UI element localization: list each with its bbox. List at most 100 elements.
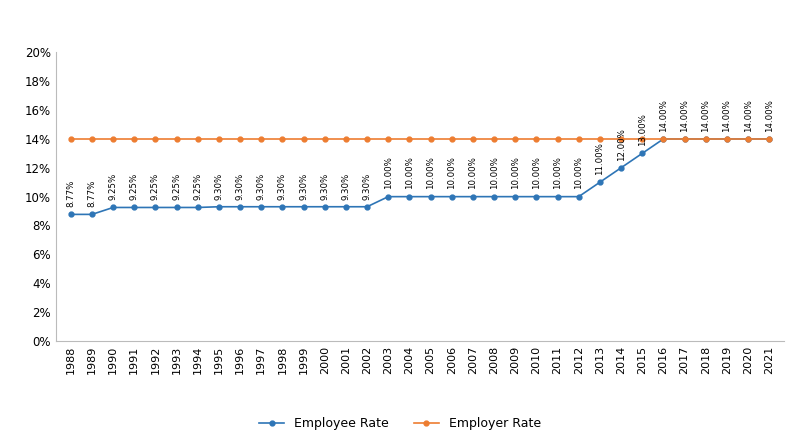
Text: 9.30%: 9.30%	[278, 172, 287, 200]
Employer Rate	[426, 136, 435, 142]
Employee Rate	[320, 204, 330, 209]
Employer Rate	[362, 136, 372, 142]
Employer Rate	[66, 136, 76, 142]
Employee Rate	[150, 205, 160, 210]
Employee Rate	[299, 204, 309, 209]
Employee Rate	[510, 194, 520, 199]
Legend: Employee Rate, Employer Rate: Employee Rate, Employer Rate	[254, 412, 546, 435]
Text: 14.00%: 14.00%	[680, 99, 689, 132]
Employee Rate	[616, 165, 626, 170]
Text: 9.25%: 9.25%	[130, 173, 139, 200]
Employer Rate	[193, 136, 202, 142]
Text: 14.00%: 14.00%	[765, 99, 774, 132]
Employer Rate	[743, 136, 753, 142]
Text: 10.00%: 10.00%	[553, 156, 562, 190]
Employee Rate	[66, 212, 76, 217]
Employee Rate	[426, 194, 435, 199]
Employee Rate	[87, 212, 97, 217]
Employee Rate	[574, 194, 583, 199]
Employer Rate	[257, 136, 266, 142]
Employer Rate	[447, 136, 457, 142]
Employer Rate	[320, 136, 330, 142]
Employee Rate	[743, 136, 753, 142]
Text: 9.30%: 9.30%	[320, 172, 330, 200]
Line: Employee Rate: Employee Rate	[68, 136, 772, 217]
Text: 10.00%: 10.00%	[405, 156, 414, 190]
Employer Rate	[341, 136, 350, 142]
Employee Rate	[130, 205, 139, 210]
Employee Rate	[235, 204, 245, 209]
Text: 9.30%: 9.30%	[236, 172, 245, 200]
Employer Rate	[764, 136, 774, 142]
Employer Rate	[405, 136, 414, 142]
Text: 10.00%: 10.00%	[426, 156, 435, 190]
Employee Rate	[701, 136, 710, 142]
Employer Rate	[701, 136, 710, 142]
Employee Rate	[658, 136, 668, 142]
Employee Rate	[108, 205, 118, 210]
Text: 8.77%: 8.77%	[87, 180, 97, 207]
Text: 11.00%: 11.00%	[595, 142, 604, 175]
Employee Rate	[405, 194, 414, 199]
Text: 10.00%: 10.00%	[510, 156, 520, 190]
Employee Rate	[638, 151, 647, 156]
Employee Rate	[490, 194, 499, 199]
Employer Rate	[574, 136, 583, 142]
Text: 10.00%: 10.00%	[447, 156, 456, 190]
Employer Rate	[595, 136, 605, 142]
Text: 10.00%: 10.00%	[574, 156, 583, 190]
Text: 13.00%: 13.00%	[638, 113, 646, 146]
Employee Rate	[595, 180, 605, 185]
Text: 14.00%: 14.00%	[743, 99, 753, 132]
Employer Rate	[150, 136, 160, 142]
Text: 9.30%: 9.30%	[257, 172, 266, 200]
Text: 10.00%: 10.00%	[490, 156, 498, 190]
Employer Rate	[214, 136, 224, 142]
Employer Rate	[278, 136, 287, 142]
Employer Rate	[299, 136, 309, 142]
Employer Rate	[531, 136, 541, 142]
Text: 10.00%: 10.00%	[469, 156, 478, 190]
Employer Rate	[510, 136, 520, 142]
Employee Rate	[764, 136, 774, 142]
Employee Rate	[257, 204, 266, 209]
Employee Rate	[193, 205, 202, 210]
Employee Rate	[278, 204, 287, 209]
Text: 12.00%: 12.00%	[617, 128, 626, 160]
Employer Rate	[235, 136, 245, 142]
Employee Rate	[172, 205, 182, 210]
Employer Rate	[553, 136, 562, 142]
Text: 8.77%: 8.77%	[66, 180, 75, 207]
Text: 9.30%: 9.30%	[214, 172, 223, 200]
Employee Rate	[383, 194, 393, 199]
Text: 9.30%: 9.30%	[362, 172, 371, 200]
Employee Rate	[680, 136, 690, 142]
Text: 9.30%: 9.30%	[299, 172, 308, 200]
Text: 14.00%: 14.00%	[722, 99, 731, 132]
Employer Rate	[468, 136, 478, 142]
Employee Rate	[468, 194, 478, 199]
Text: 10.00%: 10.00%	[532, 156, 541, 190]
Employer Rate	[616, 136, 626, 142]
Employee Rate	[447, 194, 457, 199]
Employee Rate	[553, 194, 562, 199]
Employer Rate	[172, 136, 182, 142]
Text: 9.25%: 9.25%	[194, 173, 202, 200]
Text: 9.25%: 9.25%	[109, 173, 118, 200]
Employer Rate	[130, 136, 139, 142]
Text: 14.00%: 14.00%	[659, 99, 668, 132]
Employer Rate	[490, 136, 499, 142]
Text: 9.30%: 9.30%	[342, 172, 350, 200]
Employee Rate	[341, 204, 350, 209]
Employer Rate	[638, 136, 647, 142]
Employee Rate	[362, 204, 372, 209]
Text: 9.25%: 9.25%	[151, 173, 160, 200]
Text: 14.00%: 14.00%	[701, 99, 710, 132]
Text: 10.00%: 10.00%	[384, 156, 393, 190]
Employee Rate	[531, 194, 541, 199]
Employer Rate	[87, 136, 97, 142]
Employer Rate	[383, 136, 393, 142]
Employer Rate	[108, 136, 118, 142]
Line: Employer Rate: Employer Rate	[68, 136, 772, 142]
Employer Rate	[722, 136, 732, 142]
